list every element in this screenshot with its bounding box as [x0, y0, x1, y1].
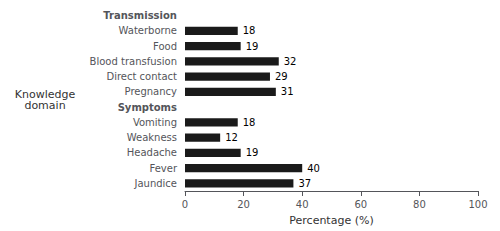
svg-text:Knowledge: Knowledge: [14, 87, 76, 101]
svg-text:domain: domain: [24, 99, 65, 112]
svg-text:Vomiting: Vomiting: [133, 117, 177, 128]
svg-text:19: 19: [246, 41, 259, 52]
svg-text:Transmission: Transmission: [103, 10, 177, 21]
svg-text:Jaundice: Jaundice: [133, 178, 177, 189]
svg-text:Pregnancy: Pregnancy: [125, 86, 178, 97]
svg-text:100: 100: [468, 199, 487, 210]
svg-text:20: 20: [237, 199, 250, 210]
svg-text:Waterborne: Waterborne: [119, 25, 177, 36]
svg-text:60: 60: [354, 199, 367, 210]
svg-text:80: 80: [413, 199, 426, 210]
svg-text:37: 37: [298, 178, 311, 189]
svg-text:Percentage (%): Percentage (%): [289, 214, 373, 227]
svg-text:Fever: Fever: [149, 163, 177, 174]
svg-text:29: 29: [275, 71, 288, 82]
svg-text:12: 12: [225, 132, 238, 143]
svg-text:Symptoms: Symptoms: [118, 102, 177, 113]
svg-text:0: 0: [182, 199, 188, 210]
svg-text:18: 18: [243, 117, 256, 128]
svg-text:18: 18: [243, 25, 256, 36]
svg-text:Direct contact: Direct contact: [106, 71, 177, 82]
svg-text:Headache: Headache: [127, 147, 177, 158]
svg-text:Blood transfusion: Blood transfusion: [90, 56, 177, 67]
svg-text:Food: Food: [153, 41, 177, 52]
svg-text:40: 40: [307, 163, 320, 174]
svg-text:40: 40: [296, 199, 309, 210]
svg-text:19: 19: [246, 147, 259, 158]
svg-text:31: 31: [281, 86, 294, 97]
svg-text:32: 32: [284, 56, 297, 67]
svg-text:Weakness: Weakness: [127, 132, 177, 143]
